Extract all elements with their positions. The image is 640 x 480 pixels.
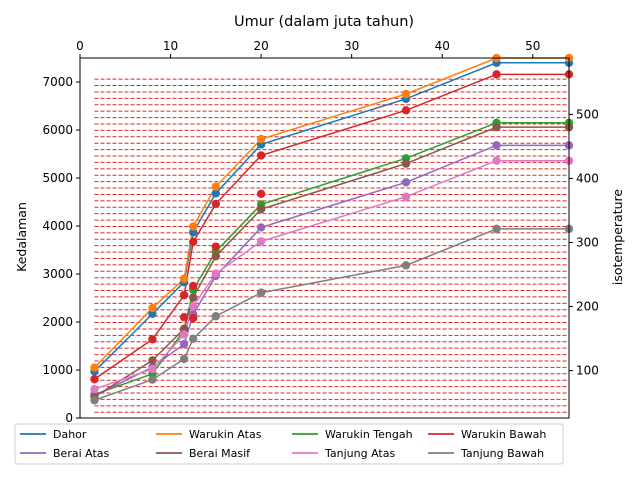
data-point bbox=[148, 303, 157, 313]
data-point bbox=[401, 89, 411, 99]
y-tick-label: 3000 bbox=[42, 267, 73, 281]
y2-tick-label: 300 bbox=[576, 235, 599, 249]
data-point bbox=[256, 189, 266, 199]
data-point bbox=[179, 339, 189, 349]
data-point bbox=[179, 354, 189, 364]
data-point bbox=[179, 274, 189, 283]
data-point bbox=[256, 237, 266, 246]
y-axis-right: 100 200 300 400 500 bbox=[569, 107, 599, 378]
legend-label: Warukin Atas bbox=[189, 428, 262, 441]
data-point bbox=[211, 242, 221, 251]
data-point bbox=[188, 228, 198, 237]
legend-label: Tanjung Bawah bbox=[460, 447, 544, 460]
data-point bbox=[188, 237, 198, 247]
legend-label: Warukin Tengah bbox=[325, 428, 413, 441]
data-point bbox=[90, 374, 99, 384]
legend-label: Berai Masif bbox=[189, 447, 251, 460]
data-point bbox=[211, 312, 221, 321]
data-point bbox=[401, 178, 411, 187]
data-point bbox=[401, 159, 411, 168]
data-point bbox=[188, 301, 198, 311]
y-tick-label: 0 bbox=[65, 411, 73, 425]
x-tick-label: 40 bbox=[435, 39, 450, 53]
y-tick-label: 7000 bbox=[42, 75, 73, 89]
data-point bbox=[256, 205, 266, 214]
x-tick-label: 50 bbox=[525, 39, 540, 53]
data-point bbox=[256, 288, 266, 297]
y-tick-label: 4000 bbox=[42, 219, 73, 233]
data-point bbox=[188, 281, 198, 291]
data-point bbox=[492, 224, 501, 234]
chart-title: Umur (dalam juta tahun) bbox=[234, 14, 414, 30]
series-line bbox=[93, 62, 569, 372]
data-point bbox=[188, 293, 198, 302]
y-tick-label: 1000 bbox=[42, 363, 73, 377]
y2-axis-label: isotemperature bbox=[610, 189, 625, 286]
y2-tick-label: 100 bbox=[576, 364, 599, 378]
data-point bbox=[492, 70, 501, 79]
legend-box bbox=[14, 423, 564, 465]
data-point bbox=[401, 106, 411, 115]
data-point bbox=[90, 396, 99, 405]
x-tick-label: 20 bbox=[253, 39, 268, 53]
data-point bbox=[256, 223, 266, 232]
x-tick-label: 10 bbox=[163, 39, 178, 53]
data-point bbox=[148, 364, 157, 374]
y-tick-label: 5000 bbox=[42, 171, 73, 185]
data-point bbox=[179, 313, 189, 322]
x-tick-label: 30 bbox=[344, 39, 359, 53]
data-point bbox=[492, 122, 501, 132]
y-axis-left: 0 1000 2000 3000 4000 5000 6000 7000 bbox=[42, 75, 80, 425]
y-axis-label: Kedalaman bbox=[14, 202, 29, 272]
legend: Dahor Warukin Atas Warukin Tengah Warukin B… bbox=[14, 423, 564, 465]
y-tick-label: 6000 bbox=[42, 123, 73, 137]
data-point bbox=[188, 222, 198, 231]
data-point bbox=[90, 363, 99, 372]
legend-label: Dahor bbox=[53, 428, 87, 441]
data-point bbox=[188, 313, 198, 323]
x-axis-top: 0 10 20 30 40 50 bbox=[76, 39, 540, 58]
x-tick-label: 0 bbox=[76, 39, 84, 53]
data-point bbox=[492, 156, 501, 165]
data-point bbox=[148, 335, 157, 344]
series-line bbox=[94, 228, 569, 401]
data-point bbox=[179, 330, 189, 339]
data-point bbox=[492, 141, 501, 150]
series-points bbox=[90, 53, 574, 405]
data-point bbox=[179, 324, 189, 333]
data-point bbox=[148, 309, 157, 319]
data-point bbox=[148, 356, 157, 365]
legend-label: Tanjung Atas bbox=[324, 447, 395, 460]
legend-label: Warukin Bawah bbox=[461, 428, 546, 441]
y-tick-label: 2000 bbox=[42, 315, 73, 329]
data-point bbox=[179, 290, 189, 300]
data-point bbox=[148, 375, 157, 384]
data-point bbox=[211, 252, 221, 261]
y2-tick-label: 500 bbox=[576, 107, 599, 121]
data-point bbox=[211, 269, 221, 278]
data-point bbox=[256, 151, 266, 160]
data-point bbox=[401, 192, 411, 201]
data-point bbox=[211, 199, 221, 209]
data-point bbox=[211, 182, 221, 191]
legend-label: Berai Atas bbox=[53, 447, 110, 460]
y2-tick-label: 200 bbox=[576, 300, 599, 314]
y2-tick-label: 400 bbox=[576, 171, 599, 185]
plot-frame bbox=[79, 57, 570, 419]
data-point bbox=[90, 385, 99, 394]
data-point bbox=[188, 334, 198, 343]
data-point bbox=[256, 134, 266, 144]
data-point bbox=[211, 189, 221, 198]
data-point bbox=[401, 261, 411, 270]
series-line bbox=[94, 144, 569, 397]
